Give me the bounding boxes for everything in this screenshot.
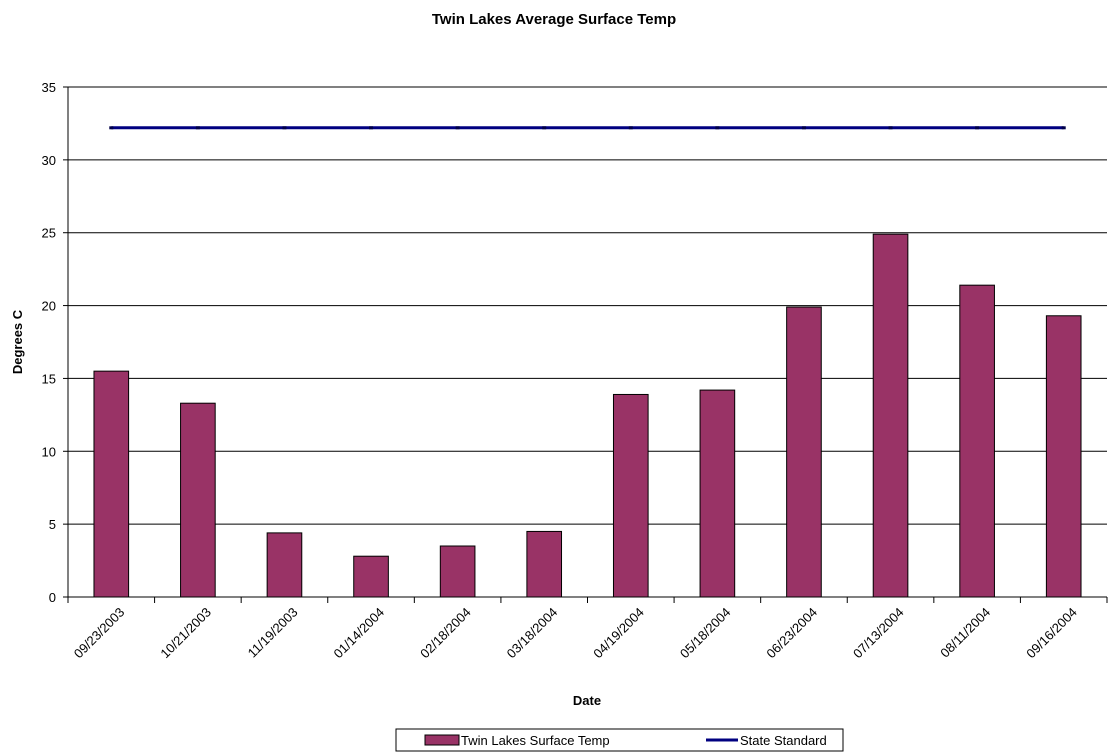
y-tick-label: 15 (42, 371, 56, 386)
bar (180, 402, 216, 598)
bar (699, 389, 736, 598)
legend-box (395, 728, 844, 752)
bar (872, 233, 909, 598)
x-tick-label: 08/11/2004 (937, 605, 993, 661)
bar (439, 545, 476, 598)
bar (959, 284, 995, 598)
bar (526, 530, 563, 598)
x-tick-label: 05/18/2004 (677, 605, 734, 662)
x-tick-label: 04/19/2004 (590, 605, 647, 662)
x-tick-label: 03/18/2004 (504, 605, 561, 662)
x-tick-label: 06/23/2004 (763, 605, 820, 662)
x-tick-label: 09/16/2004 (1023, 605, 1080, 662)
legend: Twin Lakes Surface Temp State Standard (395, 728, 844, 752)
legend-label-line: State Standard (740, 733, 827, 748)
x-tick-label: 10/21/2003 (157, 605, 214, 662)
x-tick-label: 02/18/2004 (417, 605, 474, 662)
x-tick-label: 09/23/2003 (71, 605, 128, 662)
x-tick-labels: 09/23/2003 10/21/2003 11/19/2003 01/14/2004… (71, 605, 1080, 662)
legend-label-bar: Twin Lakes Surface Temp (461, 733, 610, 748)
x-tick-label: 01/14/2004 (331, 605, 388, 662)
bar (93, 370, 130, 598)
bar (353, 555, 389, 598)
y-axis-title: Degrees C (10, 309, 25, 374)
y-tick-label: 10 (42, 444, 56, 459)
bar (612, 393, 649, 598)
y-tick-labels: 0 5 10 15 20 25 30 35 (42, 80, 56, 605)
bar (786, 306, 822, 598)
bar (1045, 315, 1082, 598)
x-tick-label: 07/13/2004 (850, 605, 907, 662)
y-tick-label: 25 (42, 226, 56, 241)
axes (63, 86, 1108, 603)
gridlines (68, 86, 1107, 525)
y-tick-label: 0 (49, 590, 56, 605)
x-axis-title: Date (573, 693, 601, 708)
chart-title: Twin Lakes Average Surface Temp (432, 11, 676, 28)
y-tick-label: 30 (42, 153, 56, 168)
y-tick-label: 20 (42, 299, 56, 314)
bar (266, 532, 303, 598)
y-tick-label: 5 (49, 517, 56, 532)
x-tick-label: 11/19/2003 (245, 605, 301, 661)
bar-series (93, 233, 1082, 598)
y-tick-label: 35 (42, 80, 56, 95)
legend-swatch-bar (424, 734, 460, 746)
